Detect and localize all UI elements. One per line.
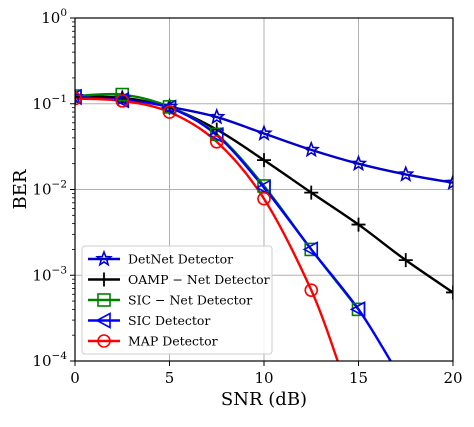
legend-marker-sic-net-detector: [97, 293, 111, 307]
data-point-sic-detector: [302, 241, 319, 258]
data-point-map-detector: [75, 91, 82, 106]
y-tick-base: 10: [32, 266, 51, 284]
data-point-sic-detector: [208, 126, 224, 144]
legend-label-sic-detector: SIC Detector: [128, 313, 210, 328]
data-point-oamp-net-detector: [351, 217, 366, 232]
y-tick-exponent: −3: [52, 264, 67, 276]
y-tick-label: 100: [41, 7, 67, 27]
data-point-detnet-detector: [302, 140, 321, 158]
data-point-map-detector: [304, 283, 319, 297]
y-tick-label: 10−4: [32, 350, 67, 370]
data-point-map-detector: [162, 105, 177, 119]
y-axis-label: BER: [10, 169, 31, 209]
x-axis-label: SNR (dB): [221, 389, 307, 410]
data-point-oamp-net-detector: [304, 185, 319, 200]
legend-box: [81, 245, 273, 355]
x-tick-label: 15: [349, 369, 368, 387]
x-tick-label: 5: [165, 369, 175, 387]
legend-marker-sic-detector: [95, 312, 111, 329]
y-tick-base: 10: [32, 352, 51, 370]
data-point-oamp-net-detector: [398, 253, 413, 268]
y-tick-exponent: −2: [52, 179, 67, 191]
y-tick-exponent: 0: [60, 7, 67, 19]
y-tick-label: 10−2: [32, 179, 67, 199]
ticks: [70, 17, 454, 366]
legend-label-map-detector: MAP Detector: [128, 334, 218, 349]
data-point-detnet-detector: [349, 154, 368, 172]
y-tick-exponent: −4: [52, 350, 68, 362]
data-point-map-detector: [209, 134, 224, 149]
data-point-map-detector: [115, 94, 130, 108]
legend: DetNet Detector OAMP − Net Detector SIC − …: [81, 245, 273, 355]
data-point-map-detector: [257, 191, 271, 206]
y-tick-label: 10−3: [32, 264, 67, 284]
data-point-oamp-net-detector: [257, 153, 271, 168]
y-tick-exponent: −1: [52, 93, 67, 105]
legend-label-oamp-net-detector: OAMP − Net Detector: [128, 272, 270, 287]
data-point-detnet-detector: [444, 173, 453, 191]
series-markers: [75, 87, 453, 318]
x-tick-label: 0: [70, 369, 80, 387]
data-point-sic-detector: [349, 301, 366, 318]
legend-label-sic-net-detector: SIC − Net Detector: [128, 293, 252, 308]
data-point-oamp-net-detector: [75, 89, 82, 104]
x-tick-label: 20: [443, 369, 462, 387]
data-point-sic-detector: [255, 179, 271, 197]
data-point-detnet-detector: [396, 165, 415, 182]
y-tick-base: 10: [32, 181, 51, 199]
data-point-detnet-detector: [207, 107, 226, 125]
legend-marker-map-detector: [97, 334, 111, 348]
x-tick-label: 10: [254, 369, 273, 387]
legend-marker-detnet-detector: [95, 249, 113, 267]
data-point-detnet-detector: [255, 124, 273, 141]
y-tick-base: 10: [41, 9, 60, 27]
data-point-sic-detector: [160, 99, 177, 117]
legend-label-detnet-detector: DetNet Detector: [128, 252, 233, 267]
y-tick-base: 10: [32, 95, 51, 113]
data-point-oamp-net-detector: [446, 285, 453, 300]
legend-marker-oamp-net-detector: [97, 272, 111, 287]
y-tick-label: 10−1: [32, 93, 67, 113]
